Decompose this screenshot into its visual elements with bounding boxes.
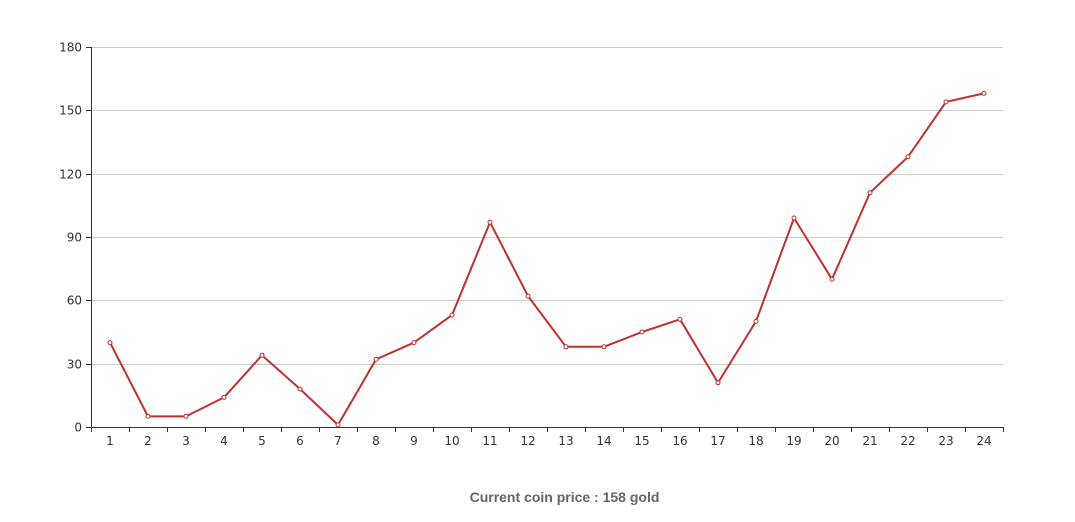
x-tick-label-10: 10 bbox=[444, 434, 459, 448]
x-tick-label-20: 20 bbox=[824, 434, 839, 448]
x-tick-label-1: 1 bbox=[106, 434, 114, 448]
data-point-23 bbox=[943, 99, 949, 105]
data-point-13 bbox=[563, 344, 569, 350]
data-point-18 bbox=[753, 318, 759, 324]
y-tick-label-60: 60 bbox=[67, 294, 82, 308]
y-tick-label-120: 120 bbox=[59, 168, 82, 182]
x-tick-label-22: 22 bbox=[900, 434, 915, 448]
x-tick-label-12: 12 bbox=[520, 434, 535, 448]
x-tick-label-13: 13 bbox=[558, 434, 573, 448]
x-tick-label-21: 21 bbox=[862, 434, 877, 448]
data-point-7 bbox=[335, 422, 341, 428]
x-tick-label-15: 15 bbox=[634, 434, 649, 448]
data-point-3 bbox=[183, 413, 189, 419]
x-tick-label-9: 9 bbox=[410, 434, 418, 448]
data-point-6 bbox=[297, 386, 303, 392]
data-point-1 bbox=[107, 340, 113, 346]
y-tick-label-150: 150 bbox=[59, 104, 82, 118]
x-tick-label-6: 6 bbox=[296, 434, 304, 448]
data-point-16 bbox=[677, 316, 683, 322]
x-tick-label-4: 4 bbox=[220, 434, 228, 448]
data-point-11 bbox=[487, 219, 493, 225]
x-axis-ticks: 1 2 3 4 5 6 7 8 9 10 11 12 13 14 15 16 17 18 19 20 21 22 23 24 bbox=[91, 427, 1004, 448]
y-tick-label-90: 90 bbox=[67, 231, 82, 245]
data-point-9 bbox=[411, 340, 417, 346]
x-tick-label-16: 16 bbox=[672, 434, 687, 448]
data-point-5 bbox=[259, 352, 265, 358]
x-tick-label-17: 17 bbox=[710, 434, 725, 448]
x-tick-label-23: 23 bbox=[938, 434, 953, 448]
data-point-4 bbox=[221, 394, 227, 400]
x-tick-label-2: 2 bbox=[144, 434, 152, 448]
x-tick-label-24: 24 bbox=[976, 434, 991, 448]
x-tick-label-19: 19 bbox=[786, 434, 801, 448]
data-point-10 bbox=[449, 312, 455, 318]
data-point-20 bbox=[829, 276, 835, 282]
data-point-2 bbox=[145, 413, 151, 419]
y-tick-label-0: 0 bbox=[74, 421, 82, 435]
current-price-caption: Current coin price : 158 gold bbox=[469, 489, 660, 505]
series-group bbox=[107, 90, 987, 428]
data-point-21 bbox=[867, 190, 873, 196]
data-point-12 bbox=[525, 293, 531, 299]
data-point-14 bbox=[601, 344, 607, 350]
y-tick-label-30: 30 bbox=[67, 358, 82, 372]
x-tick-label-7: 7 bbox=[334, 434, 342, 448]
data-point-24 bbox=[981, 90, 987, 96]
x-tick-label-18: 18 bbox=[748, 434, 763, 448]
x-tick-label-11: 11 bbox=[482, 434, 497, 448]
x-tick-label-3: 3 bbox=[182, 434, 190, 448]
x-tick-label-8: 8 bbox=[372, 434, 380, 448]
data-point-15 bbox=[639, 329, 645, 335]
data-point-22 bbox=[905, 154, 911, 160]
grid-lines bbox=[91, 47, 1003, 365]
data-point-17 bbox=[715, 380, 721, 386]
x-tick-label-14: 14 bbox=[596, 434, 611, 448]
y-tick-label-180: 180 bbox=[59, 41, 82, 55]
x-tick-label-5: 5 bbox=[258, 434, 266, 448]
data-point-19 bbox=[791, 215, 797, 221]
data-point-8 bbox=[373, 356, 379, 362]
y-axis-ticks: 0 30 60 90 120 150 180 bbox=[59, 41, 91, 435]
series-line-0 bbox=[109, 92, 985, 426]
